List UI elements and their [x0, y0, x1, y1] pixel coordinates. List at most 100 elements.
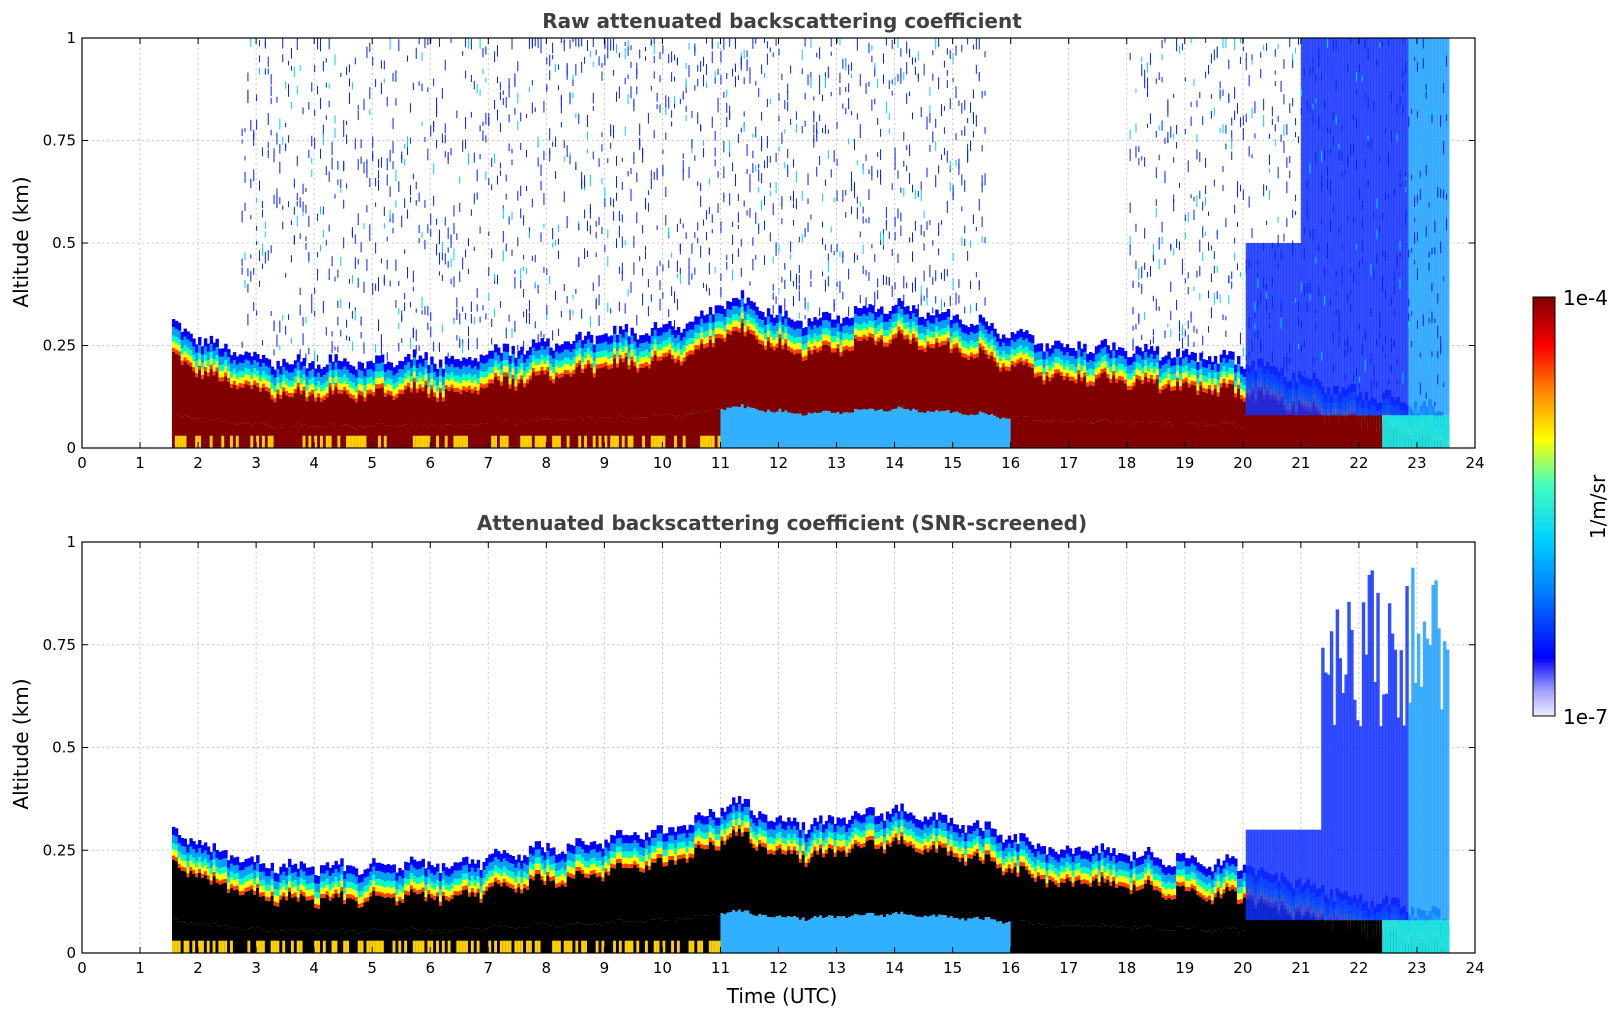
- heatmap-cell: [981, 333, 986, 340]
- heatmap-cell: [560, 376, 565, 421]
- heatmap-cell: [244, 367, 248, 375]
- heatmap-cell: [882, 346, 887, 412]
- heatmap-cell: [1254, 332, 1256, 338]
- heatmap-cell: [769, 337, 774, 344]
- heatmap-cell: [804, 38, 806, 47]
- heatmap-cell: [941, 154, 943, 161]
- heatmap-cell: [1138, 370, 1142, 377]
- heatmap-cell: [880, 128, 882, 137]
- heatmap-cell: [1196, 270, 1198, 278]
- heatmap-cell: [331, 378, 335, 385]
- heatmap-cell: [1129, 424, 1134, 448]
- heatmap-cell: [288, 426, 292, 448]
- heatmap-cell: [421, 391, 425, 425]
- heatmap-cell: [923, 335, 928, 342]
- heatmap-cell: [285, 395, 289, 426]
- heatmap-cell: [589, 367, 594, 418]
- heatmap-cell: [256, 225, 258, 231]
- heatmap-cell: [270, 382, 275, 390]
- heatmap-cell: [1155, 298, 1157, 311]
- heatmap-cell: [1234, 110, 1236, 121]
- heatmap-cell: [714, 338, 719, 409]
- heatmap-cell: [790, 241, 792, 253]
- heatmap-cell: [375, 384, 379, 389]
- heatmap-cell: [1260, 68, 1262, 79]
- heatmap-cell: [247, 381, 251, 386]
- heatmap-cell: [198, 435, 202, 448]
- heatmap-cell: [354, 307, 356, 312]
- heatmap-cell: [171, 351, 176, 414]
- heatmap-cell: [523, 266, 525, 272]
- heatmap-cell: [183, 361, 187, 416]
- heatmap-cell: [296, 376, 301, 383]
- heatmap-cell: [607, 358, 611, 366]
- heatmap-cell: [273, 392, 277, 399]
- heatmap-cell: [1057, 357, 1061, 364]
- heatmap-cell: [363, 281, 365, 293]
- heatmap-cell: [1228, 94, 1230, 103]
- heatmap-cell: [920, 294, 922, 306]
- heatmap-cell: [1132, 280, 1134, 287]
- heatmap-cell: [1300, 38, 1305, 416]
- heatmap-cell: [824, 320, 829, 329]
- heatmap-cell: [827, 329, 832, 336]
- heatmap-cell: [1089, 360, 1093, 369]
- heatmap-cell: [691, 147, 693, 154]
- heatmap-cell: [465, 38, 467, 48]
- heatmap-cell: [433, 121, 435, 133]
- heatmap-cell: [604, 341, 608, 350]
- heatmap-cell: [1297, 136, 1299, 144]
- heatmap-cell: [1033, 361, 1038, 368]
- heatmap-cell: [938, 38, 940, 47]
- heatmap-cell: [505, 360, 510, 367]
- heatmap-cell: [610, 335, 614, 344]
- heatmap-cell: [465, 117, 467, 129]
- heatmap-cell: [557, 420, 562, 448]
- heatmap-cell: [729, 318, 733, 325]
- heatmap-cell: [438, 359, 443, 368]
- heatmap-cell: [1141, 283, 1143, 294]
- heatmap-cell: [1094, 421, 1099, 448]
- heatmap-cell: [659, 343, 663, 350]
- heatmap-cell: [668, 260, 670, 269]
- heatmap-cell: [1266, 415, 1270, 448]
- heatmap-cell: [763, 38, 765, 43]
- heatmap-cell: [1091, 369, 1096, 376]
- heatmap-cell: [668, 353, 672, 414]
- heatmap-cell: [972, 112, 974, 125]
- heatmap-cell: [198, 353, 202, 360]
- heatmap-cell: [598, 351, 602, 358]
- heatmap-cell: [647, 335, 652, 344]
- heatmap-cell: [256, 197, 258, 203]
- heatmap-cell: [203, 346, 208, 355]
- heatmap-cell: [662, 346, 666, 354]
- heatmap-cell: [192, 346, 196, 355]
- heatmap-cell: [534, 321, 536, 329]
- heatmap-cell: [1144, 360, 1148, 367]
- heatmap-cell: [1170, 386, 1174, 391]
- heatmap-cell: [711, 342, 716, 348]
- heatmap-cell: [1245, 415, 1250, 448]
- heatmap-cell: [1106, 420, 1110, 448]
- heatmap-cell: [1219, 387, 1224, 424]
- heatmap-cell: [906, 314, 910, 323]
- heatmap-cell: [1103, 371, 1107, 419]
- heatmap-cell: [653, 338, 658, 345]
- heatmap-cell: [331, 256, 333, 267]
- heatmap-cell: [189, 341, 193, 351]
- heatmap-cell: [1083, 372, 1087, 377]
- heatmap-cell: [494, 308, 496, 318]
- heatmap-cell: [1181, 383, 1186, 423]
- heatmap-cell: [569, 420, 573, 448]
- heatmap-cell: [584, 248, 586, 260]
- heatmap-cell: [627, 46, 629, 57]
- heatmap-cell: [311, 169, 313, 178]
- heatmap-cell: [793, 329, 797, 338]
- heatmap-cell: [415, 199, 417, 206]
- heatmap-cell: [569, 343, 573, 353]
- heatmap-cell: [781, 196, 783, 207]
- heatmap-cell: [874, 98, 876, 105]
- heatmap-cell: [639, 367, 643, 418]
- heatmap-cell: [1181, 327, 1183, 335]
- heatmap-cell: [1326, 38, 1328, 48]
